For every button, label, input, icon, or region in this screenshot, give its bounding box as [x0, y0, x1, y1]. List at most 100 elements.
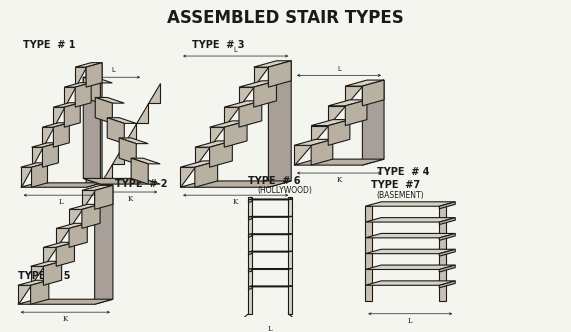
Text: L: L [337, 66, 341, 72]
Polygon shape [83, 77, 100, 184]
Polygon shape [18, 299, 113, 304]
Polygon shape [365, 217, 455, 222]
Polygon shape [53, 103, 81, 107]
Polygon shape [83, 178, 160, 184]
Polygon shape [248, 234, 292, 235]
Polygon shape [254, 81, 276, 107]
Polygon shape [107, 118, 136, 124]
Polygon shape [288, 197, 292, 314]
Text: TYPE  # 6: TYPE # 6 [248, 176, 301, 186]
Polygon shape [82, 204, 100, 228]
Polygon shape [180, 181, 291, 187]
Polygon shape [18, 280, 49, 285]
Text: TYPE  # 2: TYPE # 2 [115, 179, 167, 189]
Polygon shape [31, 280, 49, 304]
Text: TYPE  #7: TYPE #7 [371, 180, 420, 191]
Text: L: L [234, 47, 238, 53]
Polygon shape [294, 159, 384, 165]
Text: L: L [408, 317, 413, 325]
Polygon shape [195, 141, 232, 147]
Polygon shape [294, 86, 363, 165]
Polygon shape [75, 83, 91, 107]
Text: K: K [128, 195, 133, 203]
Polygon shape [65, 83, 91, 87]
Polygon shape [248, 251, 252, 255]
Polygon shape [21, 67, 86, 187]
Polygon shape [363, 80, 384, 165]
Text: K: K [63, 315, 68, 323]
Polygon shape [131, 158, 160, 164]
Polygon shape [248, 197, 252, 314]
Text: ASSEMBLED STAIR TYPES: ASSEMBLED STAIR TYPES [167, 9, 404, 27]
Polygon shape [248, 199, 292, 200]
Polygon shape [365, 265, 455, 270]
Text: L: L [59, 198, 64, 206]
Polygon shape [248, 286, 252, 290]
Polygon shape [311, 139, 333, 165]
Polygon shape [439, 265, 455, 272]
Polygon shape [224, 121, 247, 147]
Polygon shape [95, 185, 113, 304]
Polygon shape [86, 63, 102, 187]
Polygon shape [439, 249, 455, 256]
Text: (HOLLYWOOD): (HOLLYWOOD) [257, 186, 312, 195]
Polygon shape [239, 81, 276, 87]
Polygon shape [65, 103, 81, 127]
Polygon shape [365, 202, 455, 206]
Polygon shape [83, 77, 112, 83]
Polygon shape [119, 138, 148, 144]
Polygon shape [248, 251, 292, 252]
Text: (BASEMENT): (BASEMENT) [377, 191, 424, 200]
Polygon shape [365, 249, 455, 254]
Polygon shape [95, 185, 113, 209]
Text: TYPE  # 3: TYPE # 3 [191, 40, 244, 50]
Polygon shape [31, 143, 58, 147]
Text: K: K [336, 176, 341, 184]
Polygon shape [82, 185, 113, 191]
Polygon shape [180, 161, 218, 167]
Polygon shape [365, 281, 455, 285]
Polygon shape [439, 202, 455, 209]
Polygon shape [439, 281, 455, 288]
Polygon shape [42, 123, 69, 127]
Polygon shape [248, 286, 292, 287]
Polygon shape [31, 261, 62, 266]
Polygon shape [311, 120, 350, 125]
Polygon shape [56, 242, 74, 266]
Polygon shape [248, 269, 252, 272]
Polygon shape [43, 242, 74, 247]
Polygon shape [248, 234, 252, 237]
Polygon shape [83, 77, 100, 103]
Text: L: L [268, 325, 272, 332]
Polygon shape [294, 139, 333, 145]
Polygon shape [439, 233, 455, 240]
Polygon shape [69, 223, 87, 247]
Polygon shape [439, 217, 455, 224]
Polygon shape [131, 158, 148, 184]
Polygon shape [21, 183, 102, 187]
Polygon shape [119, 138, 136, 164]
Polygon shape [21, 163, 47, 167]
Polygon shape [95, 98, 112, 124]
Polygon shape [210, 141, 232, 167]
Polygon shape [195, 161, 218, 187]
Text: TYPE  # 5: TYPE # 5 [18, 271, 70, 281]
Polygon shape [95, 98, 124, 103]
Text: TYPE  # 4: TYPE # 4 [377, 167, 429, 177]
Polygon shape [268, 61, 291, 187]
Text: K: K [233, 198, 238, 206]
Polygon shape [43, 261, 62, 285]
Polygon shape [224, 101, 262, 107]
Text: L: L [111, 67, 115, 73]
Polygon shape [248, 216, 292, 217]
Polygon shape [210, 121, 247, 127]
Polygon shape [53, 123, 69, 147]
Polygon shape [254, 61, 291, 67]
Polygon shape [248, 216, 252, 220]
Polygon shape [248, 269, 292, 270]
Polygon shape [18, 191, 95, 304]
Polygon shape [439, 206, 446, 301]
Polygon shape [107, 118, 124, 144]
Polygon shape [345, 100, 367, 125]
Polygon shape [42, 143, 58, 167]
